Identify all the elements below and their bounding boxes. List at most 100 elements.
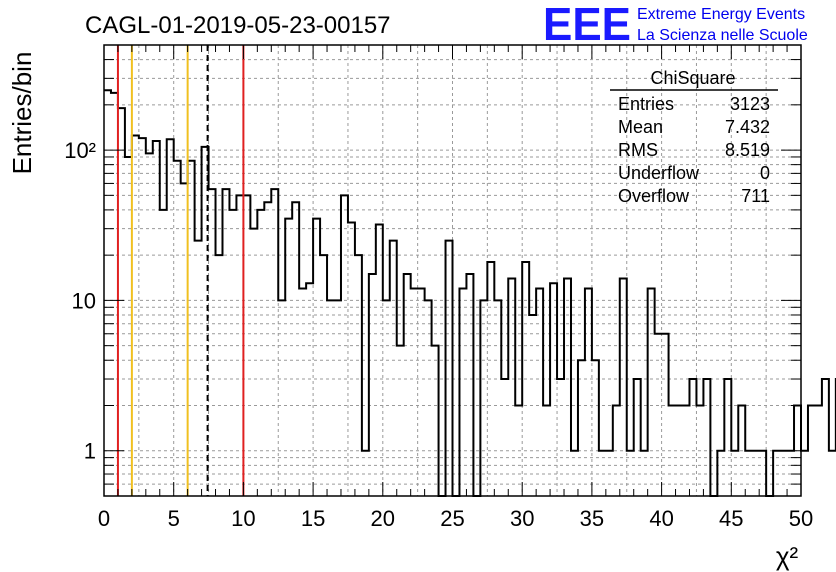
- histogram-bin: [229, 210, 236, 496]
- histogram-bin: [585, 289, 592, 496]
- x-tick-label: 35: [580, 506, 604, 531]
- histogram-bin: [648, 289, 655, 496]
- histogram-bin: [683, 405, 690, 496]
- histogram-bin: [355, 255, 362, 496]
- histogram-bin: [696, 405, 703, 496]
- histogram-bin: [188, 161, 195, 496]
- x-tick-label: 15: [301, 506, 325, 531]
- histogram-bin: [724, 379, 731, 496]
- histogram-bin: [655, 334, 662, 496]
- x-tick-label: 5: [168, 506, 180, 531]
- run-title: CAGL-01-2019-05-23-00157: [85, 12, 391, 39]
- histogram-outline: [104, 89, 836, 497]
- histogram-bin: [376, 224, 383, 496]
- histogram-bin: [571, 451, 578, 496]
- histogram-bin: [815, 405, 822, 496]
- histogram-bin: [752, 451, 759, 496]
- stat-value-overflow: 711: [741, 186, 770, 206]
- stat-label-entries: Entries: [618, 94, 674, 114]
- x-tick-label: 40: [649, 506, 673, 531]
- histogram-bin: [738, 405, 745, 496]
- histogram-bin: [662, 334, 669, 496]
- histogram-bin: [689, 379, 696, 496]
- x-tick-label: 10: [231, 506, 255, 531]
- histogram-bin: [613, 405, 620, 496]
- histogram-bin: [522, 262, 529, 496]
- x-tick-label: 0: [98, 506, 110, 531]
- histogram-bin: [578, 360, 585, 496]
- histogram-bin: [160, 210, 167, 496]
- histogram-bin: [257, 210, 264, 496]
- histogram-bin: [341, 195, 348, 496]
- histogram-bin: [515, 405, 522, 496]
- x-axis-title: χ²: [776, 541, 799, 571]
- logo-line-2: La Scienza nelle Scuole: [637, 27, 808, 44]
- histogram-bin: [313, 219, 320, 496]
- histogram-bin: [480, 300, 487, 496]
- histogram-bin: [466, 274, 473, 496]
- histogram-bin: [759, 451, 766, 496]
- histogram-bin: [383, 300, 390, 496]
- histogram-bin: [153, 141, 160, 496]
- x-tick-label: 20: [371, 506, 395, 531]
- histogram-bin: [446, 241, 453, 496]
- histogram-bin: [209, 189, 216, 496]
- histogram-bin: [306, 283, 313, 496]
- histogram-bin: [174, 161, 181, 496]
- histogram-bin: [362, 451, 369, 496]
- histogram-bin: [369, 274, 376, 496]
- histogram-bin: [627, 451, 634, 496]
- histogram-bin: [250, 229, 257, 496]
- eee-logo: EEE: [543, 0, 631, 50]
- histogram-bin: [118, 108, 125, 496]
- histogram-bin: [327, 300, 334, 496]
- stats-box: ChiSquare Entries 3123 Mean 7.432 RMS 8.…: [610, 68, 778, 206]
- histogram-bin: [139, 138, 146, 496]
- histogram-bin: [334, 300, 341, 496]
- histogram-bin: [717, 451, 724, 496]
- histogram-bin: [703, 379, 710, 496]
- histogram-bin: [773, 451, 780, 496]
- histogram-bin: [432, 346, 439, 496]
- histogram-bin: [348, 222, 355, 496]
- histogram-bin: [285, 219, 292, 496]
- histogram-bin: [390, 241, 397, 496]
- histogram-bin: [669, 405, 676, 496]
- histogram-bin: [564, 278, 571, 496]
- stat-value-mean: 7.432: [725, 117, 770, 137]
- histogram-bin: [801, 451, 808, 496]
- stat-label-rms: RMS: [618, 140, 658, 160]
- histogram-bin: [676, 405, 683, 496]
- histogram-bin: [243, 195, 250, 496]
- histogram-bin: [641, 451, 648, 496]
- histogram-bin: [125, 157, 132, 496]
- axes: 0 5 10 15 20 25 30 35 40 45 50 1 10 10²: [64, 44, 813, 531]
- y-tick-label: 10: [72, 288, 96, 313]
- histogram-bin: [606, 451, 613, 496]
- histogram-bin: [132, 136, 139, 496]
- stats-title: ChiSquare: [650, 68, 735, 88]
- histogram-bin: [271, 189, 278, 496]
- x-tick-label: 25: [440, 506, 464, 531]
- histogram-bin: [745, 451, 752, 496]
- histogram-bin: [397, 346, 404, 496]
- histogram-bin: [404, 274, 411, 496]
- histogram-bin: [494, 300, 501, 496]
- y-tick-label: 1: [84, 439, 96, 464]
- histogram-bin: [167, 139, 174, 496]
- stat-label-mean: Mean: [618, 117, 663, 137]
- histogram-bin: [543, 405, 550, 496]
- x-tick-label: 50: [789, 506, 813, 531]
- histogram-bin: [320, 255, 327, 496]
- histogram-bin: [104, 90, 111, 496]
- histogram-bin: [808, 405, 815, 496]
- histogram: [104, 89, 836, 497]
- histogram-bin: [411, 289, 418, 496]
- histogram-bin: [181, 183, 188, 496]
- stat-value-underflow: 0: [760, 163, 770, 183]
- histogram-bin: [634, 379, 641, 496]
- histogram-bin: [508, 278, 515, 496]
- stat-label-underflow: Underflow: [618, 163, 700, 183]
- stat-value-rms: 8.519: [725, 140, 770, 160]
